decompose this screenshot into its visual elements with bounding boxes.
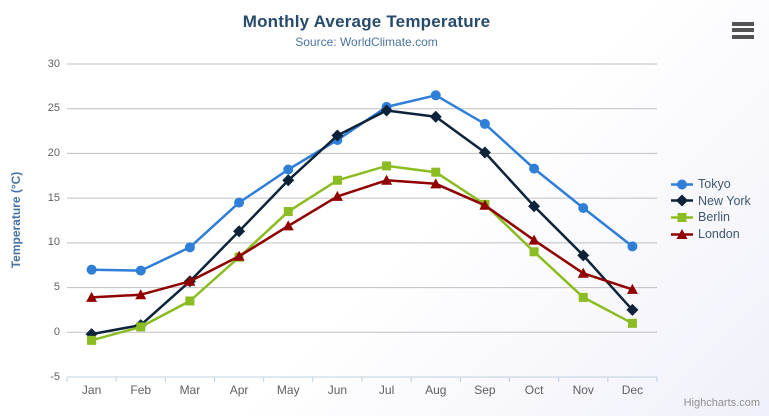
marker-berlin-oct[interactable] [529,247,539,257]
marker-berlin-jul[interactable] [382,161,392,171]
marker-new-york-dec[interactable] [626,303,639,316]
x-tick-label-dec: Dec [621,383,644,397]
chart-title: Monthly Average Temperature [242,12,491,31]
legend-label: New York [698,193,751,208]
marker-berlin-feb[interactable] [136,322,146,332]
x-tick-label-sep: Sep [474,383,496,397]
y-tick-label: 15 [47,191,60,204]
legend-marker-diamond-icon [671,194,693,207]
legend-label: Berlin [698,210,730,225]
x-tick-label-apr: Apr [229,383,249,397]
marker-tokyo-nov[interactable] [578,202,589,213]
marker-london-aug[interactable] [430,178,442,189]
series-line-new-york[interactable] [90,109,634,336]
legend-marker-square-icon [671,212,693,222]
marker-berlin-jan[interactable] [87,335,97,345]
marker-berlin-jun[interactable] [332,175,342,185]
marker-london-jan[interactable] [86,291,98,302]
marker-tokyo-sep[interactable] [479,118,490,129]
marker-new-york-jun[interactable] [331,129,344,142]
x-tick-label-feb: Feb [130,383,152,397]
marker-new-york-oct[interactable] [528,200,541,213]
y-tick-label: 10 [47,236,60,249]
y-tick-label: 0 [53,325,60,338]
series-line-london[interactable] [90,179,634,299]
marker-london-dec[interactable] [626,283,638,294]
marker-berlin-aug[interactable] [431,167,441,177]
legend-item-tokyo[interactable]: Tokyo [671,176,751,193]
marker-tokyo-mar[interactable] [184,242,195,253]
x-tick-label-mar: Mar [179,383,201,397]
x-tick-label-jun: Jun [327,383,348,397]
marker-london-nov[interactable] [577,267,589,278]
marker-london-may[interactable] [282,220,294,231]
marker-london-oct[interactable] [528,234,540,245]
x-tick-label-jul: Jul [378,383,395,397]
marker-berlin-mar[interactable] [185,296,195,306]
legend-item-new-york[interactable]: New York [671,193,751,210]
marker-london-jul[interactable] [381,174,393,185]
y-axis-title: Temperature (°C) [9,171,23,269]
x-tick-label-aug: Aug [425,383,447,397]
marker-new-york-sep[interactable] [478,146,491,159]
y-tick-label: 5 [53,281,60,294]
marker-tokyo-dec[interactable] [627,241,638,252]
marker-berlin-dec[interactable] [627,318,637,328]
y-tick-label: 25 [47,102,60,115]
hamburger-icon [732,28,754,32]
legend-marker-circle-icon [671,179,693,190]
x-tick-label-jan: Jan [81,383,102,397]
marker-london-feb[interactable] [135,289,147,300]
legend-item-london[interactable]: London [671,226,751,243]
legend-item-berlin[interactable]: Berlin [671,209,751,226]
chart-subtitle: Source: WorldClimate.com [295,35,438,49]
marker-london-sep[interactable] [479,199,491,210]
x-tick-label-oct: Oct [524,383,544,397]
marker-tokyo-aug[interactable] [430,90,441,101]
legend-marker-triangle-icon [671,228,693,239]
series-line-berlin[interactable] [90,164,634,342]
y-tick-label: 20 [47,146,60,159]
marker-new-york-jul[interactable] [380,104,393,117]
x-tick-label-nov: Nov [572,383,594,397]
marker-berlin-may[interactable] [283,207,293,217]
marker-new-york-aug[interactable] [429,110,442,123]
y-tick-label: 30 [47,57,60,70]
marker-london-mar[interactable] [184,275,196,286]
marker-tokyo-may[interactable] [283,164,294,175]
series-line-tokyo[interactable] [90,94,634,272]
marker-new-york-nov[interactable] [577,249,590,262]
marker-berlin-nov[interactable] [578,292,588,302]
marker-new-york-apr[interactable] [233,225,246,238]
legend-label: London [698,227,740,242]
x-tick-label-may: May [276,383,300,397]
legend: Tokyo New York Berlin London [671,176,751,242]
marker-london-apr[interactable] [233,250,245,261]
hamburger-icon [732,34,754,39]
marker-london-jun[interactable] [331,190,343,201]
marker-tokyo-jan[interactable] [86,264,97,275]
legend-label: Tokyo [698,177,731,192]
y-tick-label: -5 [50,370,60,383]
credits-link[interactable]: Highcharts.com [683,397,760,409]
marker-tokyo-feb[interactable] [135,265,146,276]
marker-tokyo-oct[interactable] [529,163,540,174]
marker-new-york-may[interactable] [282,174,295,187]
export-menu-button[interactable] [732,20,756,40]
hamburger-icon [732,21,754,26]
marker-tokyo-apr[interactable] [234,197,245,208]
